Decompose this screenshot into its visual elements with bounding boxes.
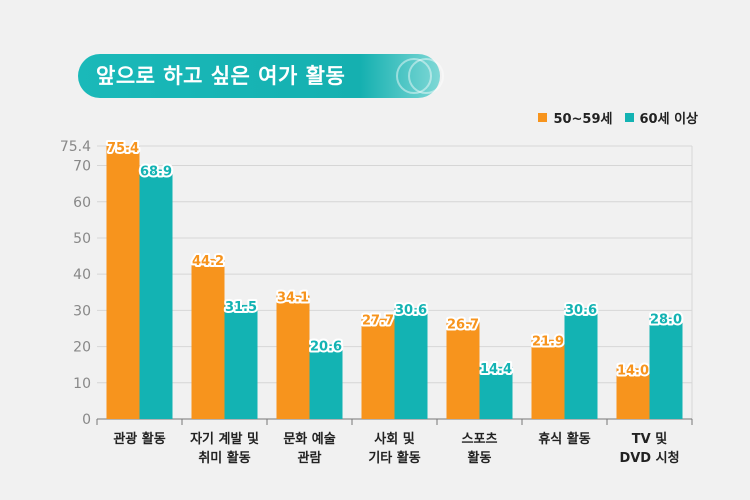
data-label: 34.1 bbox=[277, 291, 309, 306]
bar-50s bbox=[191, 258, 225, 419]
chart-title-banner: 앞으로 하고 싶은 여가 활동 bbox=[78, 54, 444, 98]
category-label: 자기 계발 및 bbox=[190, 431, 259, 447]
data-label: 30.6 bbox=[395, 303, 427, 318]
data-label: 44.2 bbox=[192, 254, 224, 269]
bar-60s bbox=[479, 366, 513, 419]
category-label: 문화 예술 bbox=[283, 431, 335, 447]
y-tick-label: 10 bbox=[73, 376, 91, 392]
category-label: 기타 활동 bbox=[368, 450, 420, 466]
bar-60s bbox=[564, 308, 598, 419]
bar-60s bbox=[139, 169, 173, 419]
bar-50s bbox=[361, 318, 395, 419]
legend: 50~59세 60세 이상 bbox=[526, 108, 698, 127]
legend-item-50s: 50~59세 bbox=[538, 108, 613, 127]
legend-item-60s: 60세 이상 bbox=[624, 108, 699, 127]
bar-50s bbox=[446, 322, 480, 419]
data-label: 27.7 bbox=[362, 314, 394, 329]
legend-swatch-50s bbox=[538, 113, 548, 122]
data-label: 68.9 bbox=[140, 165, 172, 180]
data-label: 75.4 bbox=[107, 141, 139, 156]
category-label: 휴식 활동 bbox=[538, 431, 590, 447]
y-tick-label: 70 bbox=[73, 159, 91, 175]
category-label: 사회 및 bbox=[374, 431, 414, 447]
y-tick-label: 60 bbox=[73, 195, 91, 211]
category-label: 관광 활동 bbox=[113, 431, 165, 447]
bar-50s bbox=[276, 295, 310, 419]
data-label: 30.6 bbox=[565, 303, 597, 318]
data-label: 14.4 bbox=[480, 362, 512, 377]
y-tick-label: 0 bbox=[82, 412, 91, 428]
bar-60s bbox=[224, 304, 258, 419]
category-label: 관람 bbox=[298, 450, 322, 466]
category-label: 활동 bbox=[468, 450, 492, 466]
bar-60s bbox=[649, 317, 683, 419]
chart-title: 앞으로 하고 싶은 여가 활동 bbox=[96, 64, 346, 88]
y-tick-label: 75.4 bbox=[60, 139, 91, 155]
legend-swatch-60s bbox=[624, 113, 634, 122]
category-label: DVD 시청 bbox=[619, 450, 679, 466]
data-label: 31.5 bbox=[225, 300, 257, 315]
data-label: 21.9 bbox=[532, 335, 564, 350]
data-label: 26.7 bbox=[447, 317, 479, 332]
y-tick-label: 30 bbox=[73, 303, 91, 319]
legend-label-50s: 50~59세 bbox=[553, 112, 613, 127]
bar-50s bbox=[616, 368, 650, 419]
category-label: 취미 활동 bbox=[198, 450, 250, 466]
data-label: 20.6 bbox=[310, 339, 342, 354]
legend-label-60s: 60세 이상 bbox=[639, 112, 699, 127]
category-label: TV 및 bbox=[632, 432, 667, 447]
y-tick-label: 50 bbox=[73, 231, 91, 247]
data-label: 14.0 bbox=[617, 363, 649, 378]
bar-50s bbox=[106, 146, 140, 419]
title-decoration-ring bbox=[408, 58, 444, 94]
y-tick-label: 20 bbox=[73, 340, 91, 356]
bar-60s bbox=[394, 308, 428, 419]
category-label: 스포츠 bbox=[462, 432, 498, 447]
y-tick-label: 40 bbox=[73, 267, 91, 283]
bar-50s bbox=[531, 339, 565, 419]
bar-60s bbox=[309, 344, 343, 419]
data-label: 28.0 bbox=[650, 313, 682, 328]
